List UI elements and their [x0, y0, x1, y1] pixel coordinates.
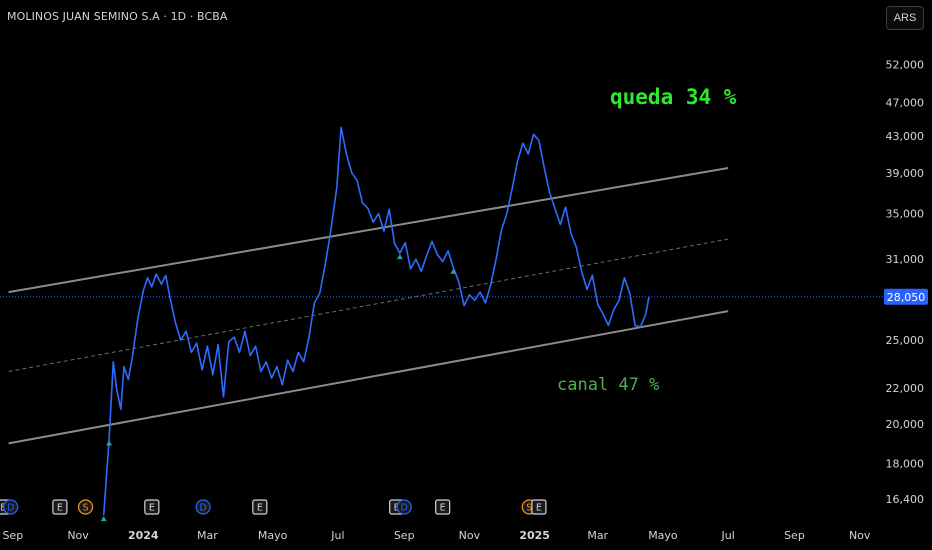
event-marker-e[interactable]: E: [531, 499, 547, 515]
up-arrow-marker: [100, 516, 107, 522]
event-badge-label: E: [536, 503, 542, 514]
event-badge-label: S: [526, 503, 532, 514]
y-tick-label: 52,000: [886, 59, 925, 72]
x-tick-label: Sep: [394, 529, 415, 542]
last-price-line: 28,050: [0, 288, 928, 305]
x-tick-label: Mayo: [258, 529, 288, 542]
event-badge-label: E: [149, 503, 155, 514]
y-tick-label: 25,000: [886, 334, 925, 347]
event-marker-e[interactable]: E: [144, 499, 160, 515]
annotation-queda: queda 34 %: [610, 85, 737, 109]
x-tick-label: Jul: [721, 529, 735, 542]
event-badge-label: D: [401, 503, 408, 514]
event-badge-shape: [52, 499, 68, 515]
y-tick-label: 43,000: [886, 130, 925, 143]
price-series: [102, 126, 650, 516]
x-tick-label: Sep: [784, 529, 805, 542]
event-marker-d[interactable]: D: [195, 499, 211, 515]
x-tick-label: 2025: [519, 529, 550, 542]
price-channel: [8, 167, 729, 445]
event-badge-shape: [144, 499, 160, 515]
y-axis: 52,000 47,000 43,000 39,000 35,000 31,000 25,0…: [886, 59, 925, 506]
annotations: queda 34 % canal 47 %: [557, 85, 737, 395]
x-axis: Sep Nov 2024 Mar Mayo Jul Sep Nov 2025 Mar Mayo Jul…: [2, 529, 870, 542]
y-tick-label: 20,000: [886, 418, 925, 431]
y-tick-label: 31,000: [886, 253, 925, 266]
x-tick-label: 2024: [128, 529, 159, 542]
annotation-canal: canal 47 %: [557, 375, 659, 395]
event-marker-s[interactable]: S: [77, 499, 94, 515]
last-price-badge: [884, 288, 928, 305]
y-tick-label: 35,000: [886, 208, 925, 221]
event-badge-shape: [195, 499, 211, 515]
event-badge-shape: [3, 499, 19, 515]
x-tick-label: Mar: [587, 529, 608, 542]
arrow-markers: [100, 254, 457, 522]
x-tick-label: Sep: [2, 529, 23, 542]
up-arrow-marker: [396, 254, 403, 260]
event-badge-shape: [77, 499, 94, 515]
event-badge-label: E: [440, 503, 446, 514]
last-price-label: 28,050: [887, 291, 926, 304]
event-marker-d[interactable]: D: [396, 499, 412, 515]
event-marker-e[interactable]: E: [252, 499, 268, 515]
channel-upper-line: [8, 167, 729, 294]
x-tick-label: Mayo: [648, 529, 678, 542]
event-markers: EDESEDEEDESE: [0, 499, 547, 515]
currency-button[interactable]: ARS: [886, 6, 924, 30]
channel-middle-line: [8, 238, 729, 372]
event-badge-shape: [396, 499, 412, 515]
event-badge-label: D: [7, 503, 14, 514]
y-tick-label: 47,000: [886, 97, 925, 110]
event-badge-shape: [252, 499, 268, 515]
up-arrow-marker: [106, 440, 113, 446]
event-badge-shape: [531, 499, 547, 515]
y-tick-label: 39,000: [886, 167, 925, 180]
channel-lower-line: [8, 310, 729, 445]
x-tick-label: Nov: [849, 529, 871, 542]
event-marker-d[interactable]: D: [3, 499, 19, 515]
price-line: [102, 126, 650, 516]
y-tick-label: 18,000: [886, 458, 925, 471]
event-badge-label: E: [257, 503, 263, 514]
event-marker-e[interactable]: E: [435, 499, 451, 515]
x-tick-label: Nov: [459, 529, 481, 542]
x-tick-label: Jul: [330, 529, 344, 542]
event-badge-label: D: [199, 503, 206, 514]
event-badge-shape: [435, 499, 451, 515]
x-tick-label: Nov: [67, 529, 89, 542]
event-marker-e[interactable]: E: [52, 499, 68, 515]
event-badge-label: S: [83, 503, 89, 514]
up-arrow-marker: [450, 268, 457, 274]
y-tick-label: 16,400: [886, 493, 925, 506]
chart-title: MOLINOS JUAN SEMINO S.A · 1D · BCBA: [7, 10, 228, 23]
x-tick-label: Mar: [197, 529, 218, 542]
event-badge-label: E: [57, 503, 63, 514]
y-tick-label: 22,000: [886, 382, 925, 395]
